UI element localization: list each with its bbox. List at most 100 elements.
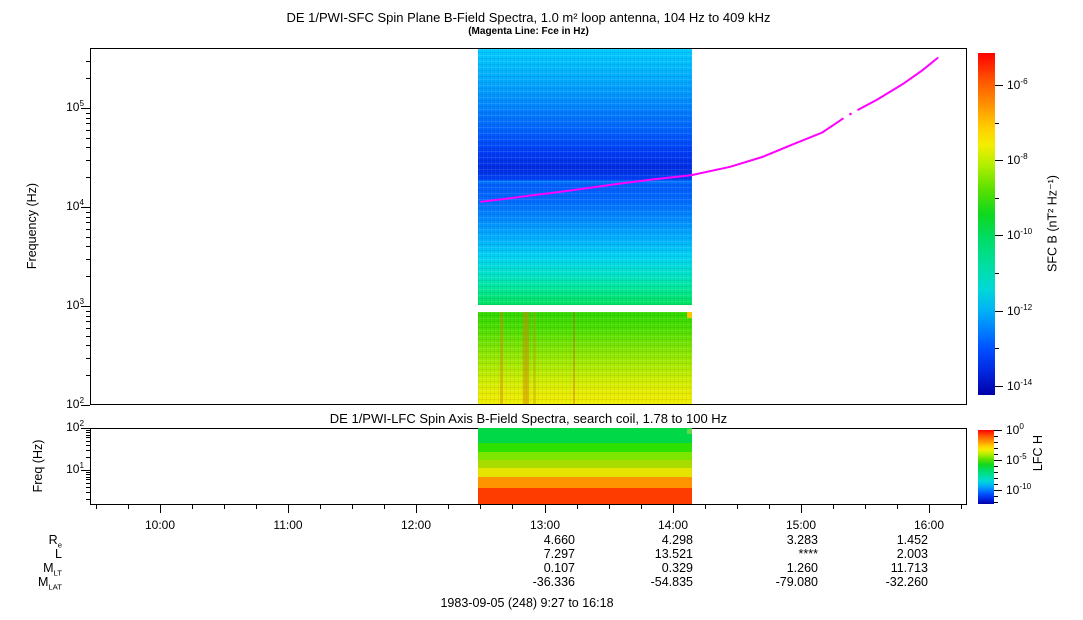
sfc-y-minor-tick bbox=[86, 336, 90, 337]
sfc-colorbar-minor-tick bbox=[995, 348, 999, 349]
sfc-y-tick bbox=[81, 207, 90, 208]
sfc-colorbar-tick bbox=[995, 160, 1003, 161]
x-axis-tick bbox=[801, 505, 802, 513]
date-range-caption: 1983-09-05 (248) 9:27 to 16:18 bbox=[440, 596, 614, 610]
sfc-colorbar-tick-label: 10-6 bbox=[1007, 77, 1028, 92]
lfc-colorbar-tick-label: 10-5 bbox=[1006, 452, 1027, 467]
lfc-colorbar-minor-tick bbox=[994, 466, 998, 467]
lfc-y-tick bbox=[81, 470, 90, 471]
sfc-y-minor-tick bbox=[86, 147, 90, 148]
ephemeris-value: -32.260 bbox=[885, 575, 928, 589]
sfc-colorbar-tick-label: 10-8 bbox=[1007, 152, 1028, 167]
x-axis-minor-tick bbox=[352, 505, 353, 509]
ephemeris-row-label: MLAT bbox=[37, 575, 62, 592]
sfc-y-minor-tick bbox=[86, 123, 90, 124]
x-axis-minor-tick bbox=[320, 505, 321, 509]
ephemeris-value: -54.835 bbox=[650, 575, 693, 589]
lfc-colorbar-minor-tick bbox=[994, 496, 998, 497]
lfc-y-minor-tick bbox=[86, 430, 90, 431]
lfc-colorbar-tick-label: 10-10 bbox=[1006, 482, 1032, 497]
lfc-colorbar-minor-tick bbox=[994, 442, 998, 443]
sfc-y-minor-tick bbox=[86, 276, 90, 277]
lfc-colorbar-minor-tick bbox=[994, 502, 998, 503]
x-axis-tick bbox=[160, 505, 161, 513]
sfc-y-minor-tick bbox=[86, 78, 90, 79]
sfc-panel-title: DE 1/PWI-SFC Spin Plane B-Field Spectra,… bbox=[286, 10, 771, 25]
sfc-colorbar-minor-tick bbox=[995, 273, 999, 274]
sfc-y-minor-tick bbox=[86, 217, 90, 218]
x-axis-tick bbox=[416, 505, 417, 513]
sfc-y-minor-tick bbox=[86, 237, 90, 238]
lfc-y-axis-label: Freq (Hz) bbox=[31, 439, 45, 493]
x-axis-tick-label: 14:00 bbox=[657, 518, 689, 532]
lfc-colorbar-tick-label: 100 bbox=[1006, 422, 1024, 437]
sfc-y-tick bbox=[81, 108, 90, 109]
lfc-y-minor-tick bbox=[86, 445, 90, 446]
x-axis-minor-tick bbox=[192, 505, 193, 509]
lfc-colorbar-minor-tick bbox=[994, 448, 998, 449]
x-axis-minor-tick bbox=[224, 505, 225, 509]
ephemeris-value: 4.660 bbox=[543, 533, 575, 547]
sfc-colorbar-tick bbox=[995, 235, 1003, 236]
x-axis-minor-tick bbox=[897, 505, 898, 509]
sfc-colorbar-tick-label: 10-12 bbox=[1007, 303, 1033, 318]
sfc-lower-corner-notch bbox=[687, 312, 692, 318]
lfc-y-minor-tick bbox=[86, 483, 90, 484]
sfc-y-tick-label: 102 bbox=[66, 396, 84, 411]
sfc-y-minor-tick bbox=[86, 177, 90, 178]
x-axis-minor-tick bbox=[512, 505, 513, 509]
sfc-colorbar-minor-tick bbox=[995, 198, 999, 199]
lfc-y-minor-tick bbox=[86, 457, 90, 458]
sfc-lower-streak bbox=[522, 312, 529, 404]
lfc-spectrogram-row bbox=[478, 460, 692, 468]
x-axis-tick bbox=[673, 505, 674, 513]
x-axis-minor-tick bbox=[384, 505, 385, 509]
ephemeris-value: -36.336 bbox=[532, 575, 575, 589]
lfc-y-tick bbox=[81, 428, 90, 429]
x-axis-minor-tick bbox=[961, 505, 962, 509]
ephemeris-row-label: L bbox=[55, 547, 62, 561]
lfc-colorbar-minor-tick bbox=[994, 472, 998, 473]
x-axis-minor-tick bbox=[480, 505, 481, 509]
ephemeris-value: 3.283 bbox=[786, 533, 818, 547]
x-axis-tick bbox=[545, 505, 546, 513]
lfc-spectrogram-row bbox=[478, 442, 692, 452]
x-axis-tick bbox=[929, 505, 930, 513]
sfc-y-minor-tick bbox=[86, 229, 90, 230]
ephemeris-row-label: MLT bbox=[43, 561, 62, 578]
lfc-y-minor-tick bbox=[86, 487, 90, 488]
x-axis-tick-label: 13:00 bbox=[529, 518, 561, 532]
x-axis-minor-tick bbox=[641, 505, 642, 509]
x-axis-tick-label: 10:00 bbox=[144, 518, 176, 532]
lfc-y-minor-tick bbox=[86, 492, 90, 493]
ephemeris-value: 1.452 bbox=[896, 533, 928, 547]
x-axis-minor-tick bbox=[448, 505, 449, 509]
sfc-y-minor-tick bbox=[86, 61, 90, 62]
lfc-y-minor-tick bbox=[86, 432, 90, 433]
x-axis-minor-tick bbox=[128, 505, 129, 509]
ephemeris-value: 7.297 bbox=[543, 547, 575, 561]
ephemeris-value: -79.080 bbox=[775, 575, 818, 589]
sfc-y-minor-tick bbox=[86, 222, 90, 223]
ephemeris-value: **** bbox=[798, 547, 818, 561]
sfc-y-minor-tick bbox=[86, 246, 90, 247]
sfc-y-minor-tick bbox=[86, 328, 90, 329]
x-axis-minor-tick bbox=[737, 505, 738, 509]
x-axis-tick-label: 11:00 bbox=[273, 518, 303, 532]
sfc-spectrogram-upper-band bbox=[478, 49, 692, 305]
lfc-y-tick-label: 102 bbox=[66, 419, 84, 434]
x-axis-minor-tick bbox=[577, 505, 578, 509]
sfc-y-minor-tick bbox=[86, 130, 90, 131]
sfc-spectrogram-lower-band bbox=[478, 312, 692, 404]
ephemeris-value: 11.713 bbox=[890, 561, 928, 575]
sfc-colorbar-minor-tick bbox=[995, 123, 999, 124]
lfc-colorbar-tick bbox=[994, 430, 1002, 431]
ephemeris-value: 4.298 bbox=[661, 533, 693, 547]
lfc-y-tick-label: 101 bbox=[66, 461, 84, 476]
sfc-colorbar-tick bbox=[995, 85, 1003, 86]
lfc-y-minor-tick bbox=[86, 472, 90, 473]
lfc-y-minor-tick bbox=[86, 450, 90, 451]
sfc-y-minor-tick bbox=[86, 118, 90, 119]
x-axis-tick-label: 12:00 bbox=[400, 518, 432, 532]
